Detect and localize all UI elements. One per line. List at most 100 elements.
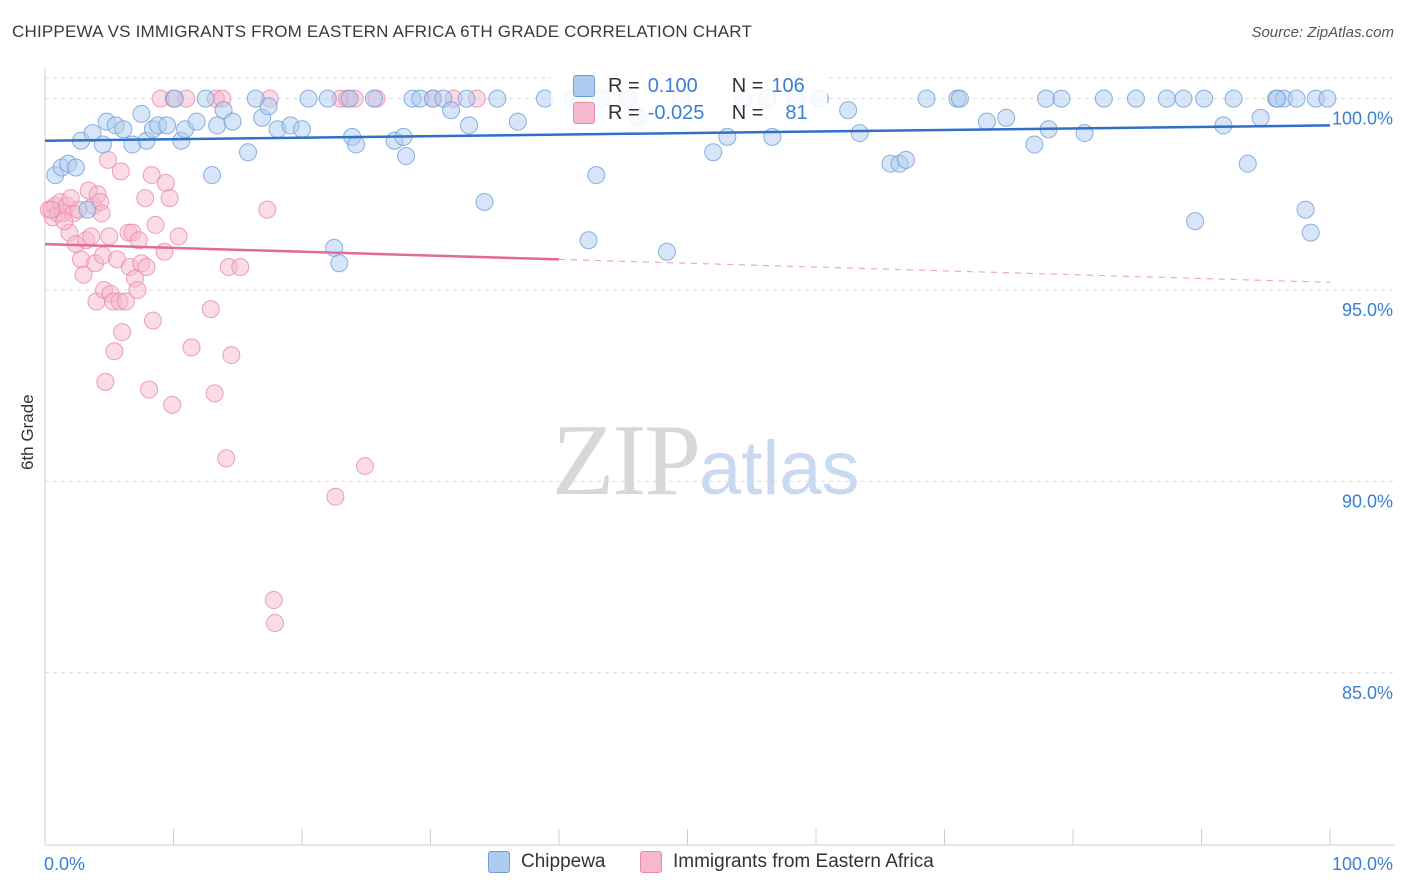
chippewa-point <box>457 89 476 108</box>
eafrica-point <box>42 200 61 219</box>
eafrica-point <box>128 281 147 299</box>
chippewa-point <box>917 89 936 108</box>
x-tick-label: 0.0% <box>44 854 85 874</box>
chippewa-point <box>239 143 258 162</box>
chippewa-point <box>114 120 133 139</box>
chippewa-point <box>1301 223 1320 242</box>
eafrica-point <box>82 227 101 246</box>
eafrica-point <box>222 346 241 365</box>
chippewa-point <box>1157 89 1176 108</box>
chippewa-point <box>587 166 606 185</box>
eafrica-point <box>140 380 159 399</box>
legend-label: Chippewa <box>521 851 606 872</box>
eafrica-point <box>55 212 74 231</box>
eafrica-point <box>169 227 188 246</box>
chippewa-point <box>488 89 507 108</box>
chippewa-point <box>704 143 723 162</box>
eafrica-point <box>129 231 148 250</box>
eafrica-point <box>111 162 130 181</box>
chippewa-point <box>318 89 337 108</box>
eafrica-point <box>146 215 165 234</box>
eafrica-point <box>156 173 175 192</box>
chippewa-swatch <box>488 851 510 873</box>
chippewa-point <box>657 242 676 261</box>
stats-row-eafrica: R = -0.025 N = 81 <box>573 100 808 126</box>
chippewa-point <box>1195 89 1214 108</box>
chippewa-point <box>340 89 359 108</box>
eafrica-swatch <box>573 102 595 124</box>
r-value: -0.025 <box>647 101 705 124</box>
chippewa-point <box>1174 89 1193 108</box>
eafrica-point <box>217 449 236 468</box>
x-tick-label: 100.0% <box>1332 854 1393 874</box>
chippewa-point <box>93 135 112 154</box>
eafrica-swatch <box>640 851 662 873</box>
eafrica-point <box>326 487 345 506</box>
eafrica-point <box>137 258 156 277</box>
eafrica-point <box>201 300 220 319</box>
chippewa-point <box>1268 89 1287 108</box>
eafrica-point <box>182 338 201 357</box>
chippewa-point <box>259 97 278 116</box>
chippewa-point <box>1126 89 1145 108</box>
chippewa-point <box>132 104 151 123</box>
y-axis-label: 6th Grade <box>18 394 37 470</box>
y-tick-label: 95.0% <box>1342 300 1393 320</box>
eafrica-point <box>258 200 277 219</box>
y-tick-label: 90.0% <box>1342 491 1393 511</box>
chippewa-point <box>442 101 461 120</box>
eafrica-point <box>142 166 161 185</box>
chippewa-point <box>1318 89 1337 108</box>
legend-item-chippewa[interactable]: Chippewa <box>488 851 606 873</box>
chippewa-point <box>1052 89 1071 108</box>
eafrica-point <box>105 342 124 361</box>
eafrica-point <box>160 189 179 208</box>
chippewa-point <box>165 89 184 108</box>
chippewa-point <box>397 147 416 166</box>
eafrica-point <box>61 189 80 208</box>
chippewa-point <box>330 254 349 273</box>
chippewa-point <box>1251 108 1270 127</box>
watermark-atlas: atlas <box>699 426 860 511</box>
chippewa-point <box>196 89 215 108</box>
chippewa-point <box>1025 135 1044 154</box>
chippewa-point <box>896 150 915 169</box>
chippewa-point <box>850 124 869 143</box>
watermark: ZIPatlas <box>552 402 860 519</box>
chippewa-point <box>508 112 527 131</box>
chippewa-point <box>579 231 598 250</box>
chippewa-point <box>83 124 102 143</box>
eafrica-point <box>264 591 283 610</box>
watermark-zip: ZIP <box>552 404 701 517</box>
chippewa-point <box>293 120 311 139</box>
eafrica-point <box>136 189 155 208</box>
chippewa-point <box>1287 89 1306 108</box>
chippewa-point <box>1094 89 1113 108</box>
trend-line <box>44 242 560 261</box>
chippewa-point <box>977 112 996 131</box>
y-tick-label: 100.0% <box>1332 109 1393 129</box>
eafrica-point <box>98 150 117 169</box>
chippewa-point <box>66 158 85 177</box>
chippewa-point <box>203 166 222 185</box>
chippewa-point <box>839 101 858 120</box>
eafrica-point <box>113 323 132 342</box>
chippewa-point <box>1238 154 1257 173</box>
chippewa-point <box>997 108 1016 127</box>
eafrica-point <box>205 384 224 403</box>
chippewa-point <box>158 116 177 135</box>
stats-row-chippewa: R = 0.100 N = 106 <box>573 73 805 99</box>
chippewa-point <box>718 127 737 146</box>
eafrica-point <box>266 614 285 632</box>
chippewa-point <box>1037 89 1056 108</box>
chippewa-point <box>1186 212 1205 231</box>
legend-item-eafrica[interactable]: Immigrants from Eastern Africa <box>640 851 934 873</box>
chippewa-point <box>1296 200 1315 219</box>
chippewa-point <box>299 89 318 108</box>
n-value: 81 <box>785 101 808 124</box>
eafrica-point <box>96 372 115 391</box>
stats-legend: R = 0.100 N = 106 R = -0.025 N = 81 <box>551 66 827 128</box>
eafrica-point <box>116 292 135 311</box>
eafrica-point <box>155 242 174 261</box>
